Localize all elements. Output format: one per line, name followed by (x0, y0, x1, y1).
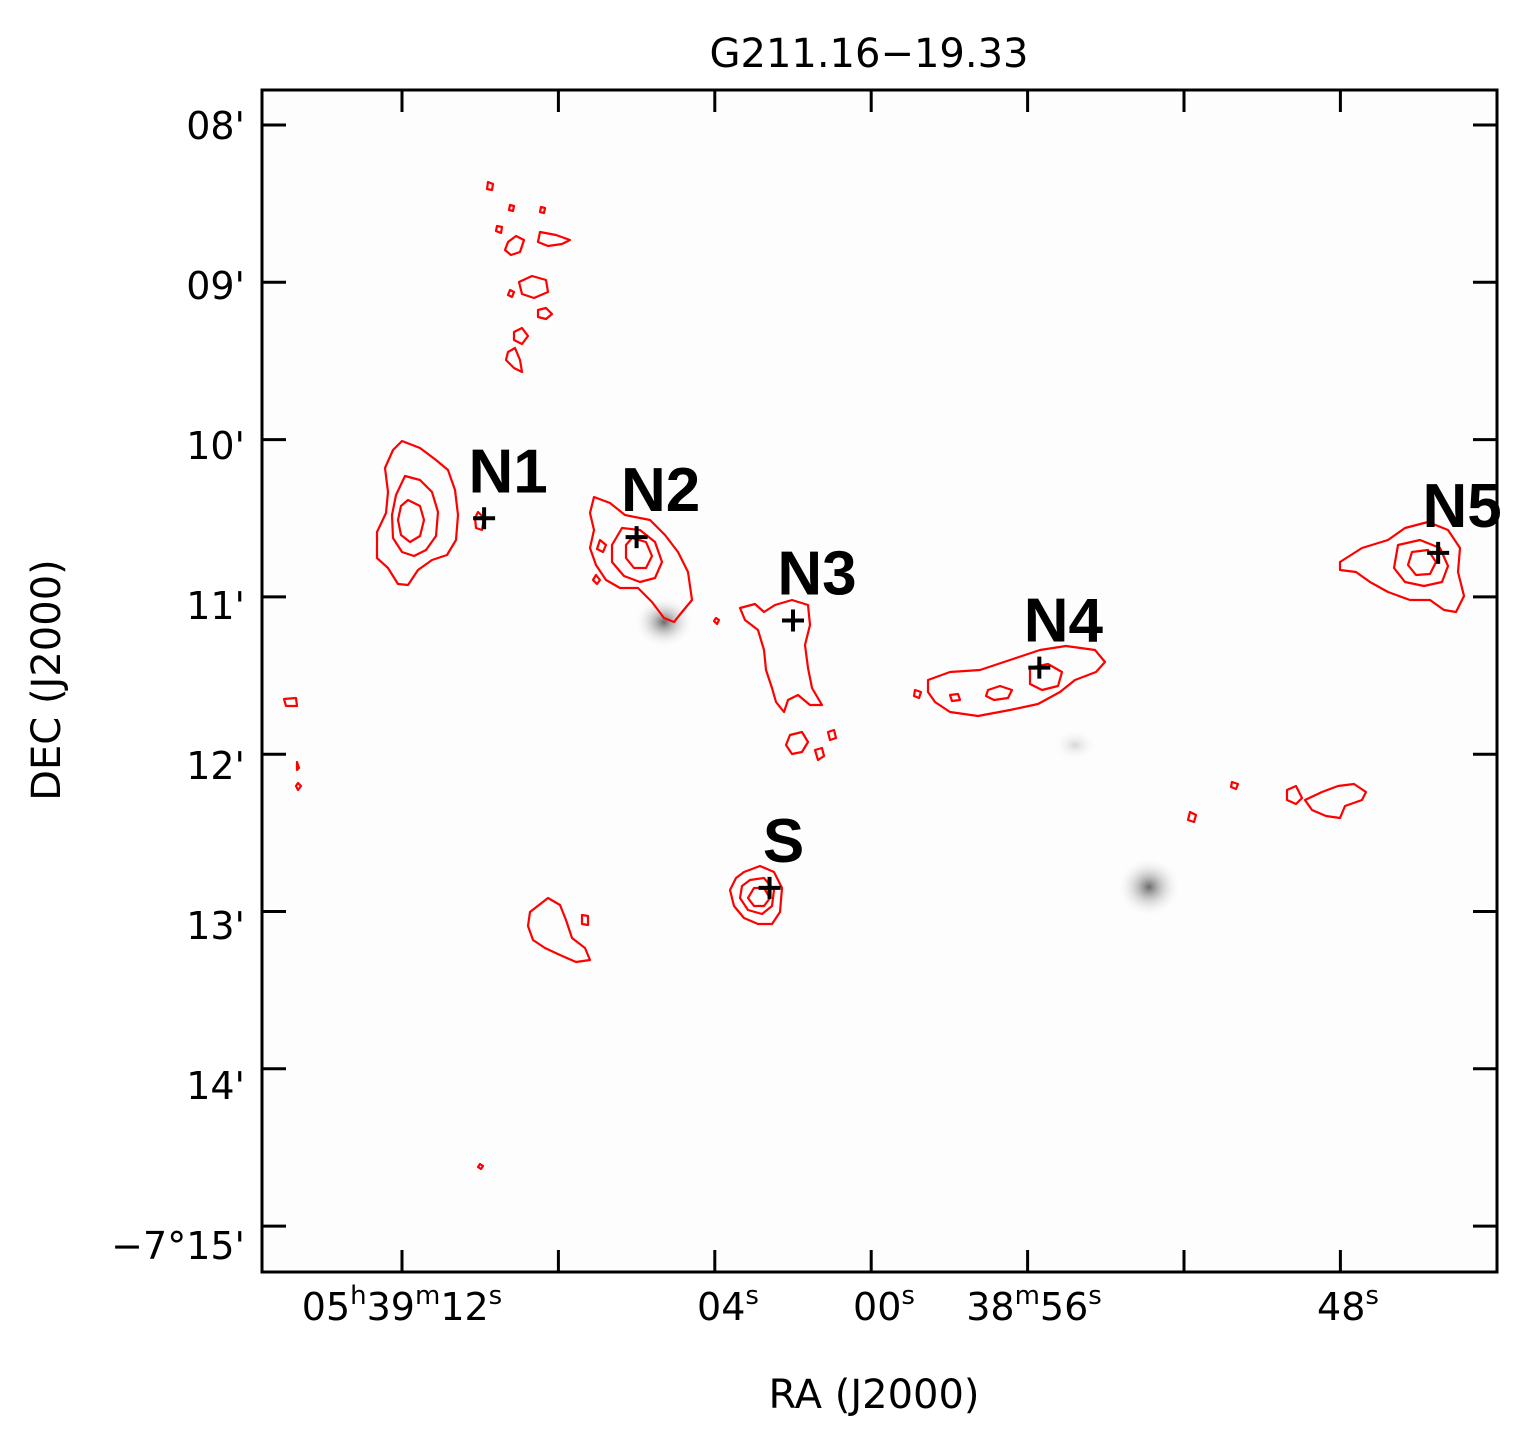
plot-frame (260, 88, 1499, 1274)
y-tick-label: 10' (186, 424, 245, 468)
contour-sw-speck (580, 913, 590, 927)
contour-north-f9 (536, 306, 554, 321)
contour-n4-mid (1028, 662, 1064, 692)
chart-title: G211.16−19.33 (710, 31, 1029, 77)
source-n4: N4 (1024, 587, 1104, 679)
contour-n2-inner (624, 536, 654, 570)
y-tick-label: 11' (186, 584, 245, 628)
source-n3: N3 (777, 539, 857, 632)
contour-sw-blob (526, 896, 592, 964)
contour-n4-blob2 (948, 692, 962, 703)
contour-north-f11 (504, 346, 524, 374)
grayscale-image (634, 596, 1181, 917)
source-n1: N1 (468, 437, 548, 530)
contour-n3-outer (738, 598, 824, 714)
contour-east-speck1 (1186, 810, 1198, 824)
source-cross-marker (625, 526, 648, 549)
contour-left-speck3 (294, 781, 303, 792)
contour-north-f8 (506, 288, 516, 299)
source-n5: N5 (1423, 472, 1502, 564)
x-tick-label: 00s (853, 1281, 915, 1329)
source-s: S (758, 807, 804, 899)
contour-north-f4 (494, 224, 504, 235)
axis-ticks (262, 90, 1497, 1272)
contour-north-f6 (536, 230, 572, 248)
x-tick-label: 48s (1317, 1281, 1379, 1329)
contour-left-speck1 (282, 696, 299, 708)
contour-layer (282, 180, 1466, 1171)
plot-background (262, 90, 1497, 1272)
contour-n3-speck (712, 616, 721, 626)
contour-n1-inner (396, 498, 426, 544)
contour-east-speck2 (1229, 780, 1240, 791)
contour-north-f3 (538, 205, 547, 215)
contour-n3-blob2 (813, 746, 826, 762)
source-label: N2 (621, 456, 700, 525)
contour-north-f2 (507, 203, 516, 213)
contour-north-f7 (517, 274, 550, 300)
contour-n5-outer (1338, 520, 1466, 614)
x-tick-label: 04s (697, 1281, 759, 1329)
contour-n1-outer (375, 439, 460, 587)
y-axis-label: DEC (J2000) (24, 559, 70, 801)
x-tick-labels: 05h39m12s 04s 00s 38m56s 48s (302, 1281, 1379, 1329)
contour-n5-inner (1406, 548, 1438, 577)
contour-north-f1 (485, 180, 495, 192)
contour-n4-speck (912, 688, 923, 700)
source-label: N5 (1423, 472, 1502, 541)
y-tick-label: −7°15' (111, 1224, 245, 1268)
y-tick-label: 14' (186, 1064, 245, 1108)
y-tick-label: 12' (186, 744, 245, 788)
source-cross-marker (473, 507, 496, 530)
contour-s-outer (728, 864, 784, 926)
source-markers: N1 N2 N3 N4 N5 S (468, 437, 1502, 899)
source-label: N1 (468, 437, 547, 506)
x-tick-label: 05h39m12s (302, 1281, 502, 1329)
contour-east-blob1 (1285, 784, 1304, 806)
source-label: N4 (1024, 587, 1104, 656)
contour-north-f10 (512, 326, 530, 346)
contour-left-speck2 (295, 760, 301, 772)
source-n2: N2 (621, 456, 700, 549)
contour-n4-outer (926, 644, 1107, 718)
source-cross-marker (782, 609, 804, 632)
source-label: S (763, 807, 804, 876)
contour-n5-mid (1392, 538, 1450, 588)
contour-east-blob2 (1303, 782, 1368, 820)
contour-n2-speck2 (591, 573, 602, 586)
contour-n3-blob3 (826, 728, 838, 742)
source-cross-marker (758, 876, 781, 899)
contour-s-mid (738, 876, 776, 916)
contour-n2-outer (588, 495, 694, 624)
contour-n1-mid (390, 474, 440, 558)
contour-north-f5 (503, 234, 526, 257)
source-cross-marker (1427, 541, 1450, 564)
y-tick-label: 09' (186, 264, 245, 308)
x-axis-label: RA (J2000) (768, 1372, 979, 1418)
x-tick-label: 38m56s (966, 1281, 1102, 1329)
y-tick-labels: 08' 09' 10' 11' 12' 13' 14' −7°15' (111, 104, 245, 1268)
contour-n4-blob (984, 684, 1014, 702)
contour-n2-speck (595, 538, 608, 554)
source-label: N3 (777, 539, 856, 608)
contour-n3-blob1 (784, 730, 810, 756)
y-tick-label: 13' (186, 904, 245, 948)
source-cross-marker (1028, 656, 1051, 679)
contour-lower-speck (476, 1162, 485, 1171)
y-tick-label: 08' (186, 104, 245, 148)
